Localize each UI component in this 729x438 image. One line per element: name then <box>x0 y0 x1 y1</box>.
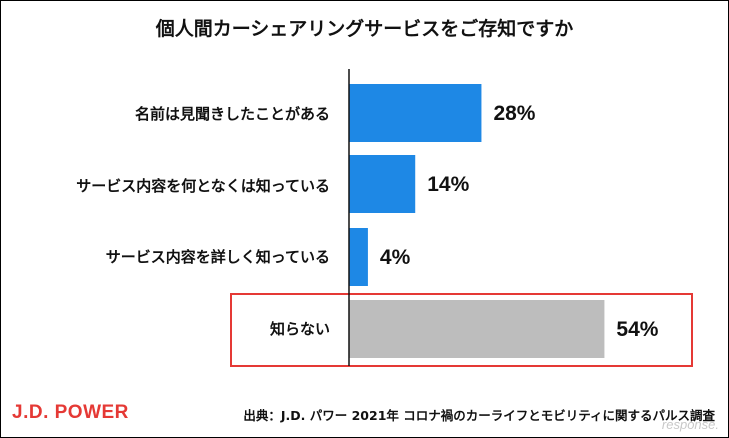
chart-title: 個人間カーシェアリングサービスをご存知ですか <box>155 18 574 40</box>
bar-value-label: 14% <box>427 173 469 196</box>
category-label: 知らない <box>269 320 330 338</box>
category-label: 名前は見聞きしたことがある <box>134 105 330 123</box>
bar <box>349 300 605 358</box>
bar <box>349 84 482 142</box>
category-label: サービス内容を詳しく知っている <box>105 248 330 266</box>
jd-power-logo: J.D. POWER <box>12 402 129 423</box>
source-note: 出典：J.D. パワー 2021年 コロナ禍のカーライフとモビリティに関するパル… <box>243 408 715 423</box>
bar-value-label: 4% <box>380 246 411 269</box>
highlight-box <box>230 293 693 367</box>
bar <box>349 155 416 213</box>
bar <box>349 228 368 286</box>
bar-value-label: 54% <box>616 318 658 341</box>
bar-value-label: 28% <box>493 102 535 125</box>
response-watermark: response. <box>661 417 719 432</box>
category-label: サービス内容を何となくは知っている <box>76 177 330 195</box>
